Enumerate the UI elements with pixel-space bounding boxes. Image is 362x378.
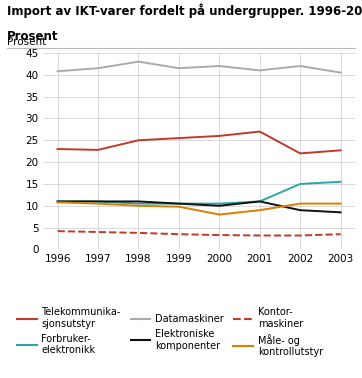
Legend: Telekommunika-
sjonsutstyr, Forbruker-
elektronikk, Datamaskiner, Elektroniske
k: Telekommunika- sjonsutstyr, Forbruker- e… <box>17 307 323 357</box>
Text: Prosent: Prosent <box>7 37 46 47</box>
Text: Prosent: Prosent <box>7 30 59 43</box>
Text: Import av IKT-varer fordelt på undergrupper. 1996-2003.: Import av IKT-varer fordelt på undergrup… <box>7 4 362 19</box>
